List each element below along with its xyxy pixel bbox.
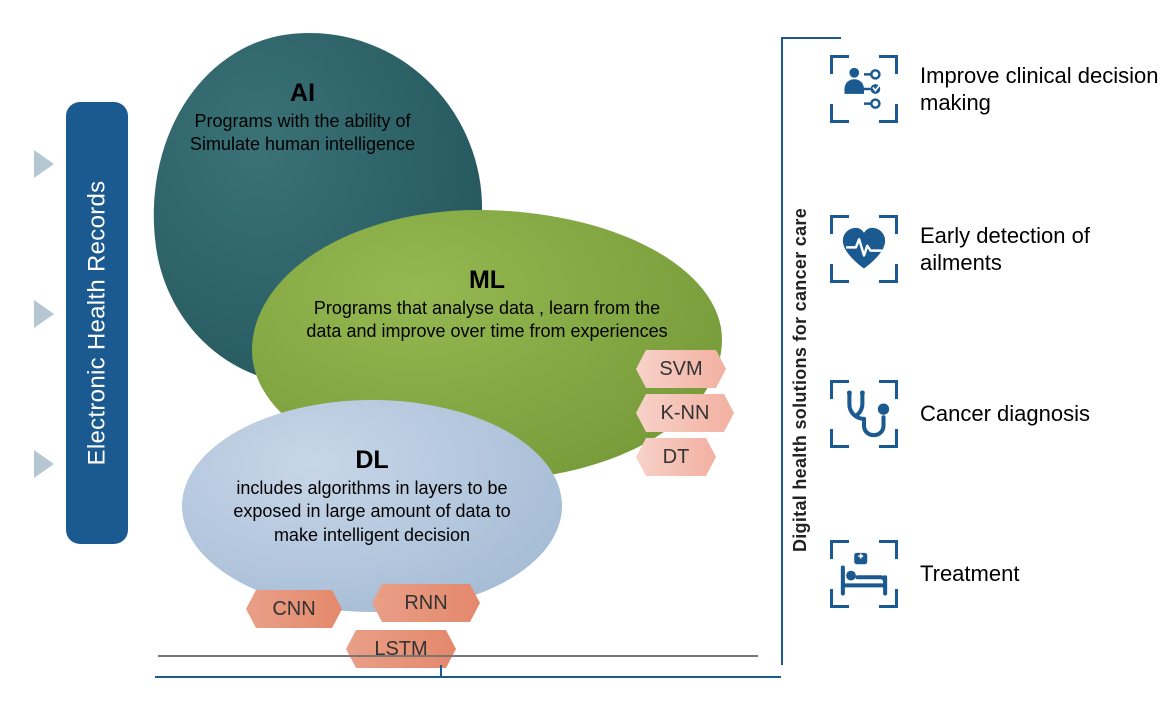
blob-ai-title: AI [168, 79, 438, 108]
blob-dl: DL includes algorithms in layers to be e… [182, 400, 562, 612]
ehr-arrow-icon [34, 300, 54, 328]
divider-line [158, 655, 758, 657]
blob-ai-body: Programs with the ability of Simulate hu… [168, 110, 438, 157]
heart-icon [830, 215, 898, 283]
stetho-icon [830, 380, 898, 448]
right-axis-label: Digital health solutions for cancer care [790, 208, 811, 552]
bracket-line [155, 676, 781, 678]
ehr-arrow-icon [34, 450, 54, 478]
ml-chip: DT [636, 438, 716, 476]
ehr-label: Electronic Health Records [83, 181, 111, 466]
blob-dl-title: DL [224, 446, 520, 475]
ehr-arrow-icon [34, 150, 54, 178]
solution-text: Improve clinical decision making [920, 62, 1170, 117]
dl-chip: RNN [372, 584, 480, 622]
blob-ml-body: Programs that analyse data , learn from … [302, 297, 672, 344]
blob-dl-body: includes algorithms in layers to be expo… [224, 477, 520, 547]
ml-chip: K-NN [636, 394, 734, 432]
solution-item: Cancer diagnosis [830, 380, 1090, 448]
bracket-line [781, 37, 841, 39]
dl-chip: LSTM [346, 630, 456, 668]
solution-text: Cancer diagnosis [920, 400, 1090, 428]
solution-text: Treatment [920, 560, 1019, 588]
solution-item: Treatment [830, 540, 1019, 608]
ehr-box: Electronic Health Records [66, 102, 128, 544]
blob-ml-title: ML [302, 266, 672, 295]
dl-chip: CNN [246, 590, 342, 628]
ml-chip: SVM [636, 350, 726, 388]
solution-item: Early detection of ailments [830, 215, 1170, 283]
decision-icon [830, 55, 898, 123]
solution-item: Improve clinical decision making [830, 55, 1170, 123]
diagram-canvas: Electronic Health Records AI Programs wi… [0, 0, 1170, 702]
bracket-line [781, 37, 783, 665]
solution-text: Early detection of ailments [920, 222, 1170, 277]
bed-icon [830, 540, 898, 608]
